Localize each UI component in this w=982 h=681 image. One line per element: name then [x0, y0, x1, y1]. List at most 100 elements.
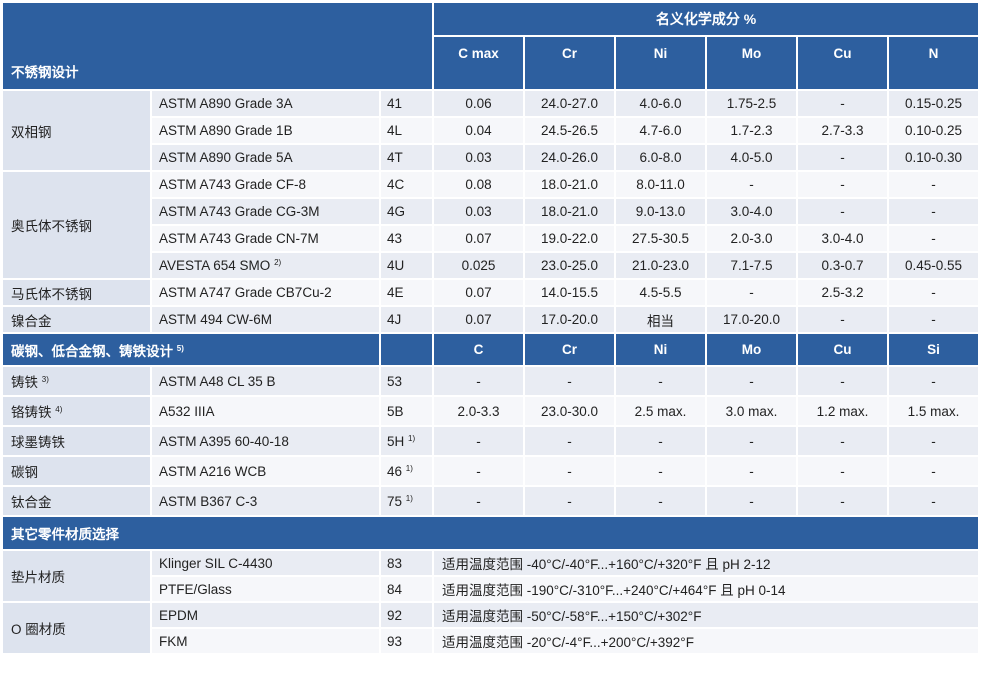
value-cell: 0.10-0.30 [889, 145, 981, 172]
code-value: 53 [387, 373, 403, 389]
carbon-section-title: 碳钢、低合金钢、铸铁设计 [11, 343, 173, 359]
table-row: 双相钢 ASTM A890 Grade 3A 41 0.06 24.0-27.0 4.0-… [3, 91, 981, 172]
grade-name: ASTM A747 Grade CB7Cu-2 [159, 285, 332, 300]
table-row: 铬铸铁 4) A532 IIIA 5B 2.0-3.3 23.0-30.0 2.5 max… [3, 397, 981, 427]
value-cell: 17.0-20.0 [525, 307, 617, 334]
grade-name: ASTM A890 Grade 1B [159, 123, 293, 138]
value-cell: 9.0-13.0 [616, 199, 708, 226]
value-cell: 14.0-15.5 [525, 280, 617, 307]
category-name: 球墨铸铁 [11, 435, 65, 450]
category-cell: 奥氏体不锈钢 [3, 172, 152, 280]
composition-header: 名义化学成分 % [434, 3, 981, 37]
value-cell: 相当 [616, 307, 708, 334]
category-name: 钛合金 [11, 495, 52, 510]
category-cell: 铬铸铁 4) [3, 397, 152, 427]
value-cell: - [889, 487, 981, 517]
category-cell: 镍合金 [3, 307, 152, 334]
value-cell: - [889, 457, 981, 487]
value-cell: 4.0-6.0 [616, 91, 708, 118]
note-cell: 适用温度范围 -20°C/-4°F...+200°C/+392°F [434, 629, 981, 655]
value-cell: 2.0-3.0 [707, 226, 799, 253]
grade-cell: PTFE/Glass [152, 577, 381, 603]
value-cell: 4.5-5.5 [616, 280, 708, 307]
value-cell: - [525, 457, 617, 487]
code-cell: 43 [381, 226, 435, 253]
value-cell: - [889, 367, 981, 397]
grade-cell: AVESTA 654 SMO 2) [152, 253, 381, 280]
value-cell: 24.0-27.0 [525, 91, 617, 118]
value-cell: - [434, 367, 526, 397]
category-name: 铬铸铁 [11, 405, 52, 420]
value-cell: - [889, 199, 981, 226]
table-row: 碳钢 ASTM A216 WCB 46 1) - - - - - - [3, 457, 981, 487]
code-value: 5B [387, 403, 404, 419]
footnote-marker: 1) [405, 463, 413, 473]
col-header: C [434, 334, 526, 367]
value-cell: - [889, 427, 981, 457]
grade-cell: ASTM A890 Grade 3A [152, 91, 381, 118]
grade-cell: ASTM B367 C-3 [152, 487, 381, 517]
table-row: 球墨铸铁 ASTM A395 60-40-18 5H 1) - - - - - - [3, 427, 981, 457]
grade-cell: ASTM A890 Grade 1B [152, 118, 381, 145]
value-cell: 0.3-0.7 [798, 253, 890, 280]
value-cell: 4.0-5.0 [707, 145, 799, 172]
value-cell: - [707, 367, 799, 397]
value-cell: - [707, 280, 799, 307]
value-cell: - [889, 307, 981, 334]
value-cell: - [616, 487, 708, 517]
value-cell: - [889, 226, 981, 253]
code-cell: 5B [381, 397, 435, 427]
note-cell: 适用温度范围 -190°C/-310°F...+240°C/+464°F 且 p… [434, 577, 981, 603]
category-name: 碳钢 [11, 465, 38, 480]
value-cell: 0.03 [434, 199, 526, 226]
value-cell: - [889, 172, 981, 199]
col-header: Cr [525, 37, 617, 91]
category-cell: 垫片材质 [3, 551, 152, 603]
value-cell: 1.5 max. [889, 397, 981, 427]
code-cell: 4U [381, 253, 435, 280]
code-cell: 46 1) [381, 457, 435, 487]
category-cell: 球墨铸铁 [3, 427, 152, 457]
code-cell: 75 1) [381, 487, 435, 517]
value-cell: 0.45-0.55 [889, 253, 981, 280]
carbon-section-header: 碳钢、低合金钢、铸铁设计 5) [3, 334, 381, 367]
grade-cell: ASTM A743 Grade CF-8 [152, 172, 381, 199]
value-cell: 0.15-0.25 [889, 91, 981, 118]
value-cell: 0.06 [434, 91, 526, 118]
value-cell: 23.0-30.0 [525, 397, 617, 427]
footnote-marker: 4) [55, 405, 63, 414]
table-row: 奥氏体不锈钢 ASTM A743 Grade CF-8 4C 0.08 18.0-21.… [3, 172, 981, 280]
table-row: 垫片材质 Klinger SIL C-4430 83 适用温度范围 -40°C/-40… [3, 551, 981, 603]
value-cell: 23.0-25.0 [525, 253, 617, 280]
other-section-title: 其它零件材质选择 [11, 527, 119, 542]
value-cell: 0.07 [434, 280, 526, 307]
value-cell: 1.75-2.5 [707, 91, 799, 118]
table-row: ASTM A890 Grade 1B 4L 0.04 24.5-26.5 4.7-6.0… [3, 118, 981, 145]
value-cell: 0.08 [434, 172, 526, 199]
value-cell: 18.0-21.0 [525, 199, 617, 226]
category-cell: 钛合金 [3, 487, 152, 517]
footnote-marker: 1) [405, 493, 413, 503]
value-cell: - [798, 91, 890, 118]
carbon-header-spacer [381, 334, 435, 367]
category-name: 铸铁 [11, 375, 38, 390]
footnote-marker: 2) [274, 258, 282, 267]
value-cell: 1.2 max. [798, 397, 890, 427]
note-cell: 适用温度范围 -50°C/-58°F...+150°C/+302°F [434, 603, 981, 629]
value-cell: 7.1-7.5 [707, 253, 799, 280]
col-header: Ni [616, 334, 708, 367]
value-cell: 2.0-3.3 [434, 397, 526, 427]
grade-cell: EPDM [152, 603, 381, 629]
value-cell: - [616, 457, 708, 487]
footnote-marker: 1) [408, 433, 416, 443]
value-cell: - [434, 457, 526, 487]
value-cell: - [798, 487, 890, 517]
value-cell: - [798, 172, 890, 199]
code-cell: 4G [381, 199, 435, 226]
code-cell: 93 [381, 629, 435, 655]
value-cell: - [434, 487, 526, 517]
value-cell: 27.5-30.5 [616, 226, 708, 253]
value-cell: - [798, 307, 890, 334]
value-cell: - [434, 427, 526, 457]
value-cell: - [798, 199, 890, 226]
